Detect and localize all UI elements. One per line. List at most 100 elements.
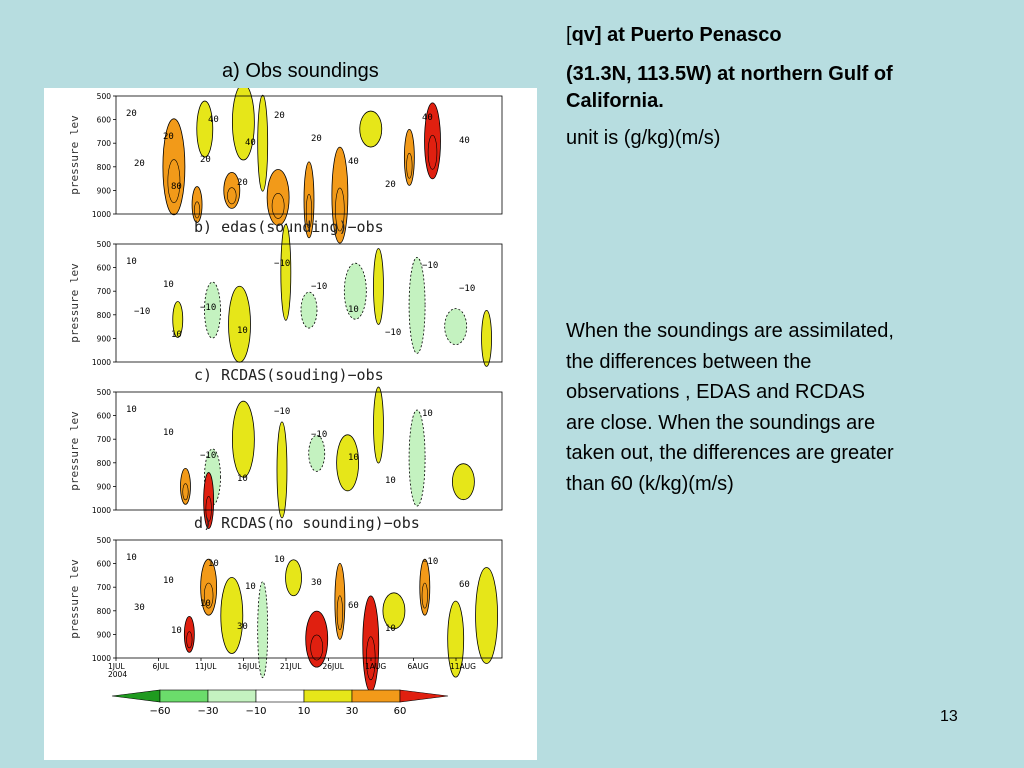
y-tick-label: 800 [97, 163, 112, 172]
y-tick-label: 500 [97, 536, 112, 545]
contour-region [359, 110, 383, 148]
contour-core [406, 152, 413, 179]
contour-core [310, 634, 324, 661]
contour-core [335, 187, 345, 232]
colorbar-label: −60 [149, 706, 170, 717]
x-tick-label: 16JUL [238, 662, 260, 671]
contour-region [285, 559, 302, 597]
contour-core [427, 134, 438, 170]
colorbar-segment [255, 689, 305, 703]
contour-region [408, 409, 426, 507]
contour-core [421, 582, 428, 609]
y-tick-label: 600 [97, 560, 112, 569]
colorbar-label: 10 [298, 706, 311, 717]
contour-label: 60 [459, 580, 470, 590]
contour-figure: pressure lev 20 20 20 20 20 20 40 20 40 40 20 80 40 40… [68, 88, 503, 717]
contour-region [373, 386, 384, 464]
contour-label: −10 [200, 451, 216, 461]
contour-label: 10 [126, 257, 137, 267]
description-text: When the soundings are assimilated, the … [566, 320, 894, 495]
contour-label: −10 [385, 328, 401, 338]
contour-label: −10 [311, 430, 327, 440]
contour-region [444, 308, 468, 346]
contour-core [167, 159, 181, 204]
contour-label: −10 [134, 307, 150, 317]
contour-label: 10 [245, 582, 256, 592]
y-tick-label: 800 [97, 311, 112, 320]
contour-region [481, 309, 492, 367]
panel-title: c) RCDAS(souding)−obs [194, 366, 384, 384]
contour-region [343, 262, 367, 320]
plot-frame [115, 391, 503, 511]
contour-core [182, 483, 189, 501]
y-axis-label: pressure lev [68, 115, 81, 195]
colorbar-segment [351, 689, 401, 703]
info-column: [qv] at Puerto Penasco (31.3N, 113.5W) a… [566, 24, 896, 150]
contour-label: 40 [245, 138, 256, 148]
x-tick-label: 2004 [108, 670, 127, 679]
y-tick-label: 1000 [92, 654, 111, 663]
y-axis-label: pressure lev [68, 411, 81, 491]
heading-title: [qv] at Puerto Penasco [566, 24, 896, 47]
y-tick-label: 700 [97, 139, 112, 148]
heading-variable: qv] at Puerto Penasco [571, 24, 782, 46]
contour-region [172, 301, 184, 338]
contour-region [475, 567, 498, 664]
contour-region [308, 434, 326, 472]
x-tick-label: 11AUG [450, 662, 476, 671]
contour-label: −10 [311, 282, 327, 292]
y-tick-label: 500 [97, 240, 112, 249]
contour-label: 20 [311, 134, 322, 144]
colorbar-segment [303, 689, 353, 703]
x-tick-label: 6AUG [408, 662, 429, 671]
contour-label: 20 [385, 180, 396, 190]
contour-region [231, 88, 255, 161]
contour-label: 10 [422, 409, 433, 419]
contour-label: 60 [348, 601, 359, 611]
contour-label: 20 [163, 132, 174, 142]
unit-text: unit is (g/kg)(m/s) [566, 127, 721, 149]
contour-region [196, 100, 214, 158]
y-tick-label: 900 [97, 186, 112, 195]
contour-label: −10 [274, 259, 290, 269]
contour-region [408, 256, 426, 354]
contour-label: 20 [134, 159, 145, 169]
contour-region [451, 463, 475, 501]
figure-title: a) Obs soundings [222, 60, 379, 82]
contour-core [336, 595, 343, 631]
contour-label: 10 [348, 305, 359, 315]
colorbar-label: −30 [197, 706, 218, 717]
x-tick-label: 6JUL [153, 662, 170, 671]
heading-bracket: [ [566, 24, 572, 46]
contour-region [373, 248, 384, 325]
contour-label: 10 [385, 476, 396, 486]
panel-title: d) RCDAS(no sounding)−obs [194, 514, 420, 532]
contour-core [205, 496, 212, 522]
contour-label: 10 [163, 428, 174, 438]
y-tick-label: 600 [97, 412, 112, 421]
colorbar-segment [159, 689, 209, 703]
y-tick-label: 1000 [92, 506, 111, 515]
panel-title: b) edas(sounding)−obs [194, 218, 384, 236]
contour-label: 10 [237, 326, 248, 336]
y-tick-label: 1000 [92, 358, 111, 367]
contour-region [300, 291, 318, 329]
heading-location: (31.3N, 113.5W) at northern Gulf of Cali… [566, 63, 893, 112]
y-tick-label: 600 [97, 116, 112, 125]
contour-label: 10 [171, 330, 182, 340]
y-tick-label: 800 [97, 459, 112, 468]
contour-region [280, 223, 292, 321]
contour-region [257, 581, 269, 679]
contour-label: 10 [163, 576, 174, 586]
contour-region [220, 577, 244, 654]
contour-region [336, 434, 360, 492]
contour-label: 40 [208, 115, 219, 125]
contour-label: −10 [274, 407, 290, 417]
y-tick-label: 600 [97, 264, 112, 273]
y-axis-label: pressure lev [68, 263, 81, 343]
contour-core [227, 187, 237, 205]
x-tick-label: 1JUL [108, 662, 125, 671]
contour-label: 20 [200, 155, 211, 165]
contour-region [276, 421, 288, 519]
y-tick-label: 900 [97, 482, 112, 491]
